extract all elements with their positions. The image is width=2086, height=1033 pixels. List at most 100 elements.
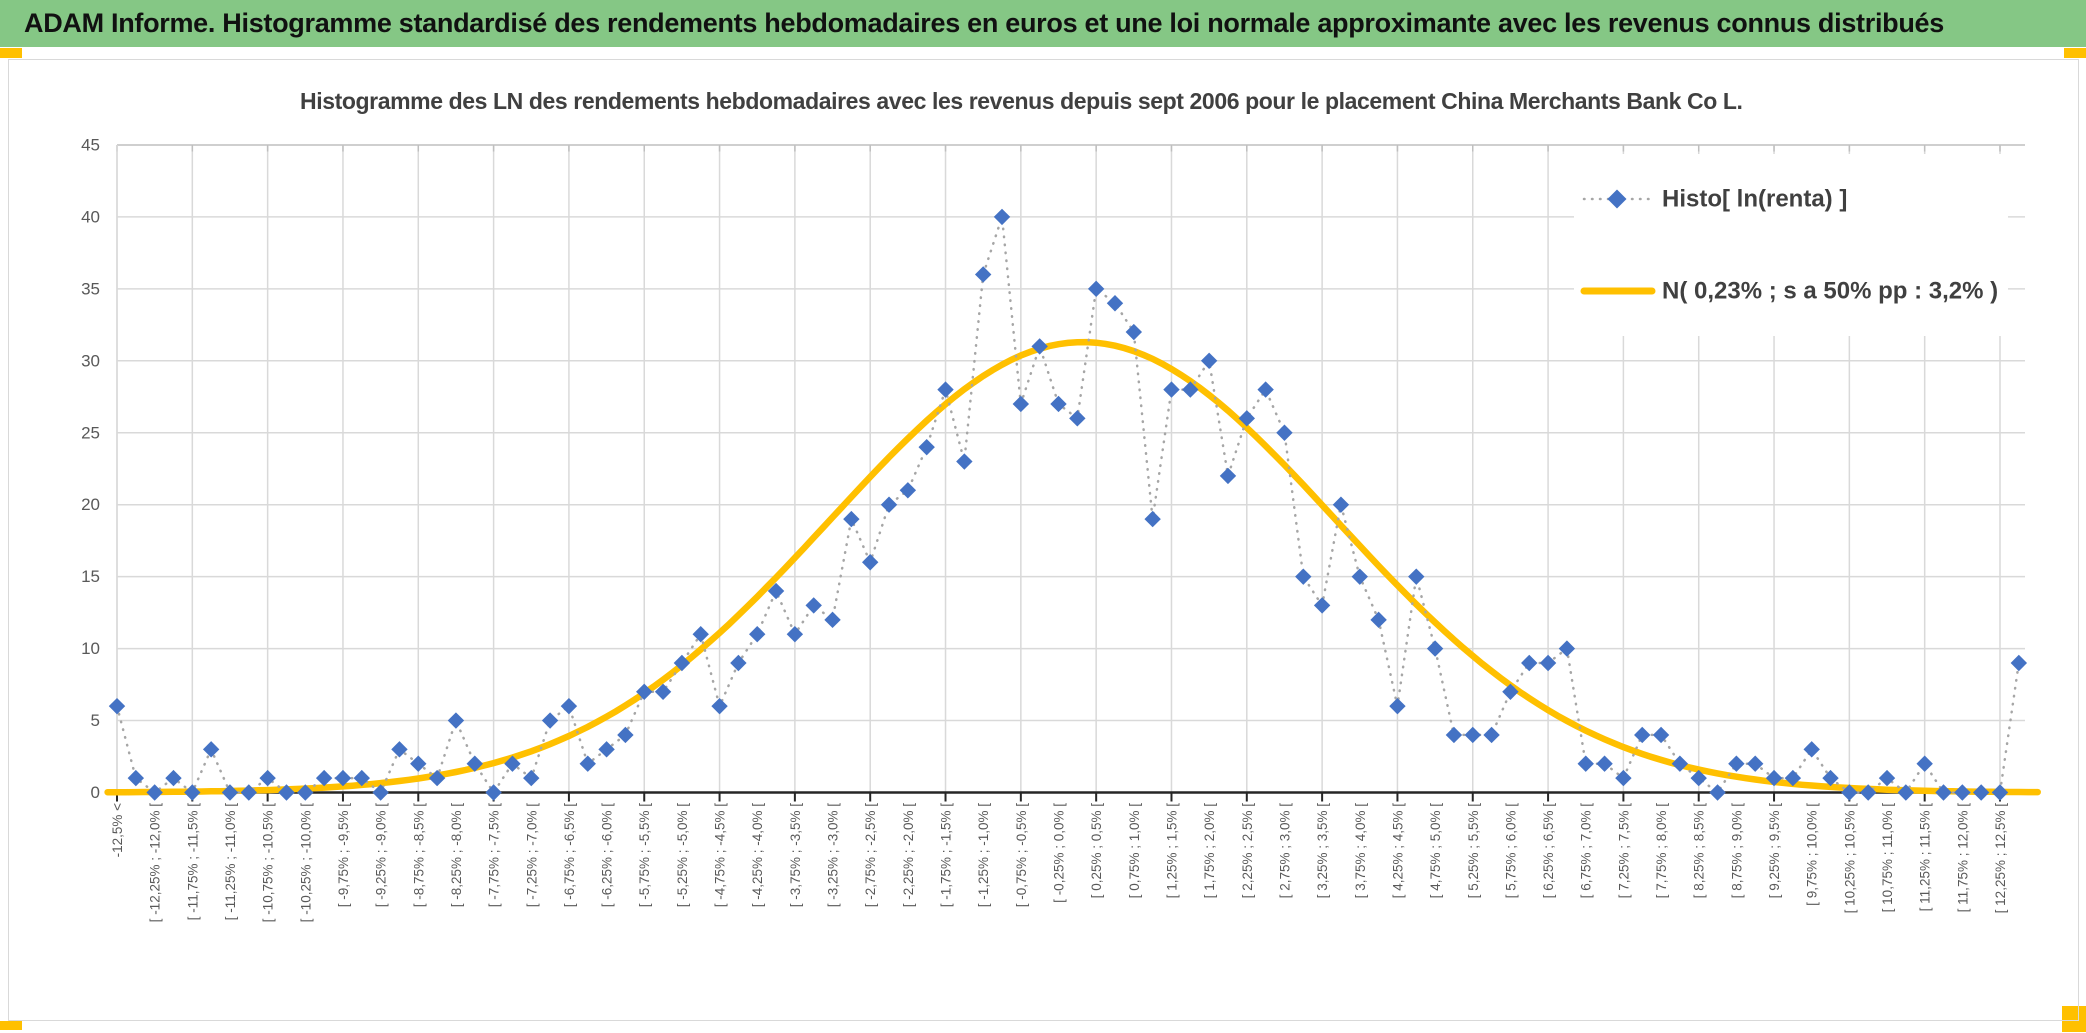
data-point-diamond: [1276, 424, 1293, 441]
y-axis-label: 30: [81, 351, 100, 370]
legend-histo-diamond-icon: [1607, 189, 1627, 209]
x-axis-label: [ -5,25% ; -5,0% [: [675, 803, 690, 908]
data-point-diamond: [1596, 755, 1613, 772]
accent-square-bottom-right: [2062, 1006, 2086, 1032]
x-axis-label: [ -9,75% ; -9,5% [: [336, 803, 351, 908]
normal-curve-line: [104, 338, 2041, 796]
data-point-diamond: [1332, 496, 1350, 513]
x-axis-label: [ -6,75% ; -6,5% [: [562, 803, 577, 908]
data-point-diamond: [297, 784, 314, 801]
data-point-diamond: [1615, 769, 1632, 787]
data-point-diamond: [146, 784, 163, 801]
data-point-diamond: [692, 626, 709, 643]
data-point-diamond: [579, 755, 596, 772]
x-axis-label: [ 1,25% ; 1,5% [: [1164, 803, 1179, 899]
x-axis-label: [ 11,25% ; 11,5% [: [1918, 803, 1933, 912]
data-point-diamond: [1878, 769, 1896, 787]
chart-title: Histogramme des LN des rendements hebdom…: [300, 88, 1743, 114]
data-point-diamond: [1972, 784, 1990, 801]
data-point-diamond: [523, 769, 540, 787]
data-point-diamond: [1991, 784, 2009, 801]
data-point-diamond: [937, 381, 954, 398]
header-bar: ADAM Informe. Histogramme standardisé de…: [0, 0, 2086, 47]
x-axis-label: [ -11,75% ; -11,5% [: [185, 803, 200, 921]
data-point-diamond: [1238, 410, 1255, 427]
x-axis-label: [ 2,75% ; 3,0% [: [1277, 803, 1292, 899]
x-axis-label: [ 6,25% ; 6,5% [: [1541, 803, 1556, 899]
accent-square-top-right: [2064, 48, 2086, 58]
data-point-diamond: [1577, 755, 1594, 772]
data-point-diamond: [1671, 755, 1689, 772]
data-point-diamond: [1709, 784, 1726, 801]
data-point-diamond: [1690, 769, 1707, 787]
y-axis-label: 0: [91, 783, 100, 802]
x-axis-label: [ -5,75% ; -5,5% [: [637, 803, 652, 908]
legend: Histo[ ln(renta) ] N( 0,23% ; s a 50% pp…: [1574, 154, 2008, 336]
data-point-diamond: [1897, 784, 1915, 801]
y-axis-label: 10: [81, 639, 100, 658]
data-point-diamond: [1389, 697, 1406, 715]
data-point-diamond: [428, 769, 446, 787]
x-axis-label: [ 5,25% ; 5,5% [: [1466, 803, 1481, 899]
data-point-diamond: [617, 726, 634, 744]
data-point-diamond: [1954, 784, 1971, 801]
accent-square-bottom-left: [0, 1021, 22, 1030]
data-point-diamond: [278, 784, 295, 801]
data-point-diamond: [1408, 568, 1425, 585]
y-axis-label: 45: [81, 135, 100, 154]
data-point-diamond: [636, 683, 653, 700]
x-axis-label: [ -12,25% ; -12,0% [: [148, 803, 163, 923]
x-axis-label: [ -3,25% ; -3,0% [: [826, 803, 841, 908]
data-point-diamond: [1257, 381, 1274, 398]
data-point-diamond: [560, 697, 578, 715]
data-point-diamond: [1859, 784, 1877, 801]
y-axis-label: 40: [81, 207, 100, 226]
data-point-diamond: [899, 482, 917, 499]
data-point-diamond: [730, 654, 747, 672]
data-point-diamond: [918, 438, 935, 456]
data-point-diamond: [165, 769, 182, 787]
data-point-diamond: [993, 208, 1011, 226]
data-point-diamond: [1012, 395, 1030, 413]
x-axis-label: [ -10,25% ; -10,0% [: [298, 803, 313, 923]
data-point-diamond: [1426, 640, 1444, 657]
x-axis-label: [ 11,75% ; 12,0% [: [1955, 803, 1970, 913]
legend-normal-label: N( 0,23% ; s a 50% pp : 3,2% ): [1662, 278, 1998, 305]
data-point-diamond: [1558, 640, 1576, 657]
header-title: ADAM Informe. Histogramme standardisé de…: [24, 8, 1944, 38]
data-point-diamond: [1087, 280, 1105, 298]
data-point-diamond: [1784, 769, 1802, 787]
data-point-diamond: [410, 755, 427, 772]
data-point-diamond: [1935, 784, 1952, 801]
data-point-diamond: [1464, 726, 1481, 744]
data-point-diamond: [504, 755, 521, 772]
x-axis-label: [ 4,25% ; 4,5% [: [1390, 803, 1405, 899]
data-point-diamond: [202, 741, 220, 758]
x-axis-label: [ 10,75% ; 11,0% [: [1880, 803, 1895, 913]
x-axis-label: [ -9,25% ; -9,0% [: [374, 803, 389, 908]
x-axis-label: [ -8,75% ; -8,5% [: [411, 803, 426, 908]
x-axis-label: [ -7,75% ; -7,5% [: [487, 803, 502, 908]
data-point-diamond: [1200, 352, 1218, 369]
data-point-diamond: [974, 266, 992, 283]
x-axis-label: [ -8,25% ; -8,0% [: [449, 803, 464, 908]
data-point-diamond: [749, 626, 766, 643]
x-axis-label: [ 3,25% ; 3,5% [: [1315, 803, 1330, 899]
data-point-diamond: [541, 712, 559, 729]
data-point-diamond: [1652, 726, 1670, 744]
data-point-diamond: [1765, 769, 1783, 787]
data-point-diamond: [1634, 726, 1651, 744]
x-axis-label: [ -7,25% ; -7,0% [: [524, 803, 539, 908]
y-axis-label: 15: [81, 567, 100, 586]
x-axis-label: [ 6,75% ; 7,0% [: [1579, 803, 1594, 899]
data-point-diamond: [334, 769, 352, 787]
x-axis-label: [ 8,75% ; 9,0% [: [1729, 803, 1744, 899]
x-axis-label: [ -3,75% ; -3,5% [: [788, 803, 803, 908]
data-point-diamond: [391, 741, 408, 758]
x-axis-label: [ -10,75% ; -10,5% [: [261, 803, 276, 923]
y-axis-label: 35: [81, 279, 100, 298]
x-axis-label: [ 1,75% ; 2,0% [: [1202, 803, 1217, 899]
data-point-diamond: [485, 784, 502, 801]
x-axis-label: [ 5,75% ; 6,0% [: [1503, 803, 1518, 899]
